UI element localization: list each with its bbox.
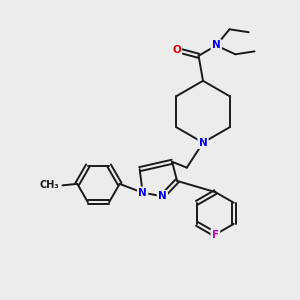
Text: N: N — [212, 40, 220, 50]
Text: N: N — [138, 188, 147, 198]
Text: CH₃: CH₃ — [40, 180, 60, 190]
Text: N: N — [199, 138, 207, 148]
Text: O: O — [172, 45, 181, 55]
Text: F: F — [212, 230, 219, 239]
Text: N: N — [158, 191, 167, 201]
